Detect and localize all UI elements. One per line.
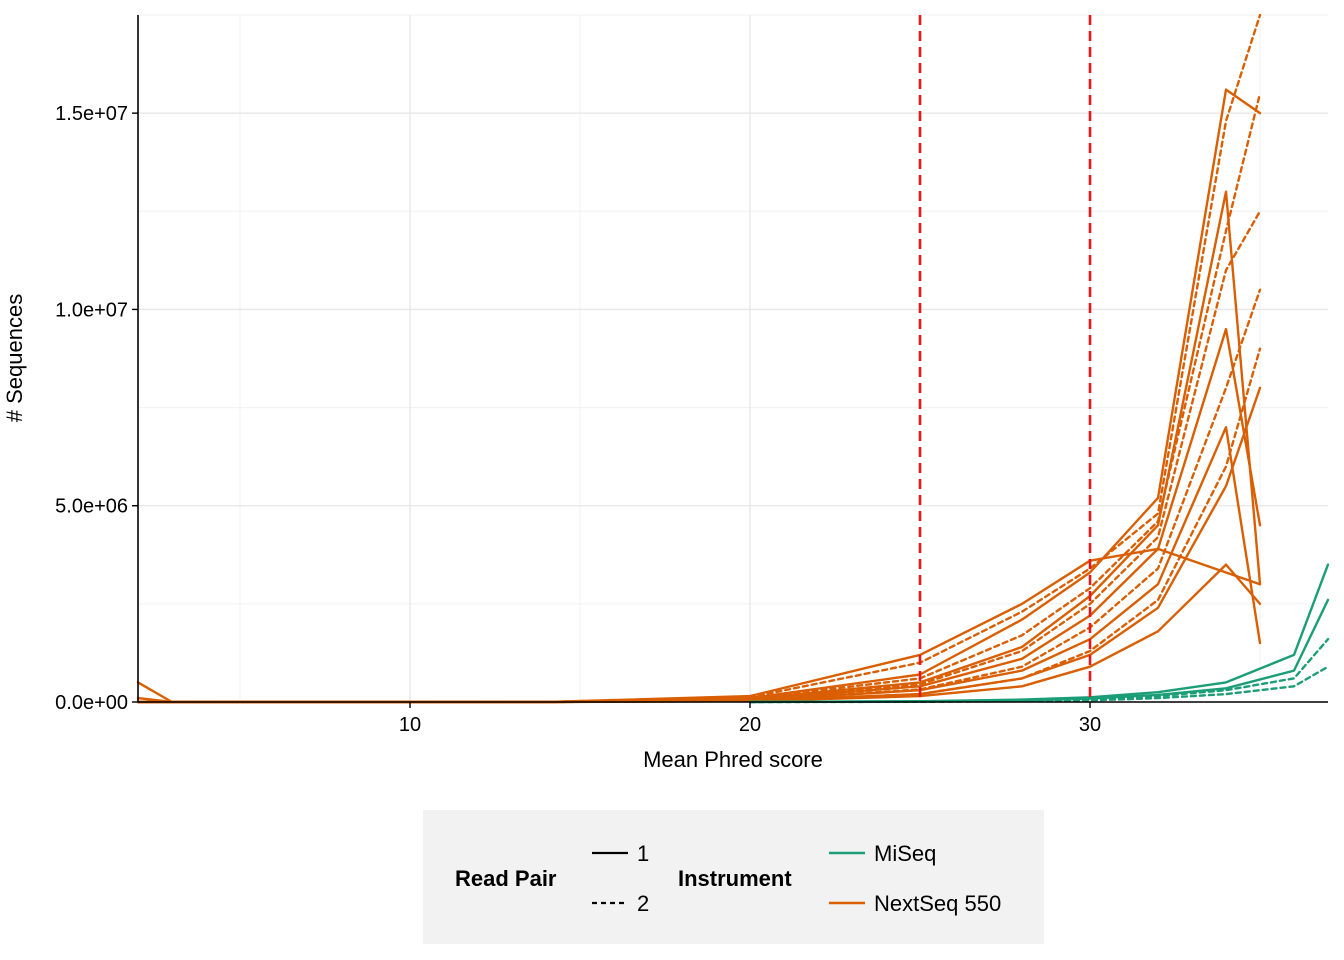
series-line-nextseq-pair-1 [136,563,1262,704]
series-line-miseq-pair-2 [748,638,1330,704]
y-axis-title: # Sequences [2,294,27,422]
y-tick-label: 0.0e+00 [55,692,128,714]
legend-label-read-pair-2: 2 [637,891,649,916]
series-line-nextseq-pair-1 [136,327,1262,704]
y-tick-label: 1.5e+07 [55,103,128,125]
legend-title-read-pair: Read Pair [455,866,557,891]
series-line-nextseq-pair-1 [136,426,1262,704]
series-line-nextseq-pair-2 [136,347,1262,704]
tick-labels: 10 20 30 0.0e+00 5.0e+06 1.0e+07 1.5e+07 [55,103,1101,736]
series-line-nextseq-pair-2 [136,13,1262,704]
axes [137,15,1328,703]
y-tick-label: 1.0e+07 [55,299,128,321]
reference-lines [918,15,1092,702]
grid [138,14,1328,703]
legend-label-miseq: MiSeq [874,841,936,866]
x-axis-title: Mean Phred score [643,747,823,772]
series-line-nextseq-pair-2 [136,288,1262,704]
y-tick-label: 5.0e+06 [55,496,128,518]
legend-label-read-pair-1: 1 [637,841,649,866]
series-line-nextseq-pair-2 [136,92,1262,704]
series-group [136,13,1330,704]
x-tick-label: 10 [399,714,421,736]
legend: Read Pair 1 2 Instrument MiSeq NextSeq 5… [423,810,1044,944]
series-line-nextseq-pair-1 [136,386,1262,704]
x-tick-label: 20 [739,714,761,736]
legend-background [423,810,1044,944]
series-line-miseq-pair-2 [748,665,1330,704]
x-tick-label: 30 [1079,714,1101,736]
legend-label-nextseq: NextSeq 550 [874,891,1001,916]
legend-title-instrument: Instrument [678,866,792,891]
series-line-nextseq-pair-1 [136,88,1262,704]
series-line-nextseq-pair-2 [136,210,1262,704]
